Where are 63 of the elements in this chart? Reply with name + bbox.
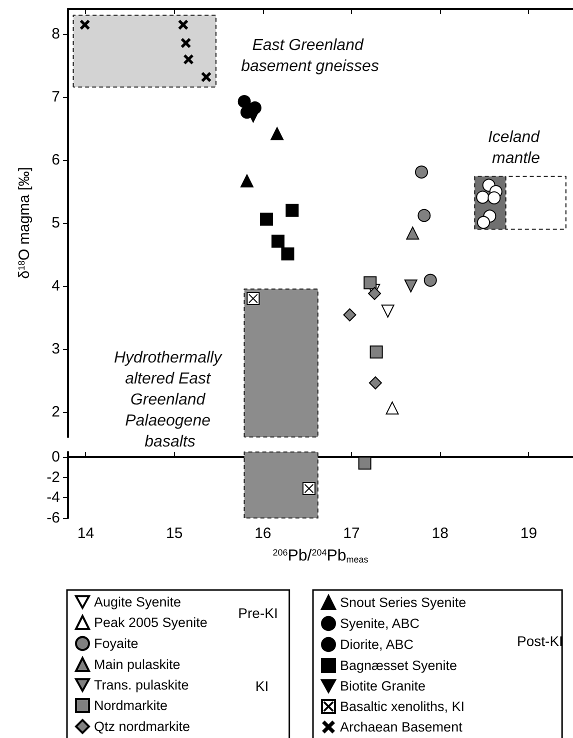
point <box>370 346 383 359</box>
point <box>364 276 377 290</box>
point <box>246 292 260 306</box>
point <box>404 279 418 292</box>
point <box>281 247 294 260</box>
point <box>406 226 420 240</box>
y-tick-label: -6 <box>46 510 60 526</box>
x-tick-label: 19 <box>520 525 538 542</box>
legend-label: Nordmarkite <box>94 698 168 713</box>
point <box>368 376 382 390</box>
point <box>180 38 191 48</box>
y-tick-label: 0 <box>52 448 60 466</box>
text: Pre-KI <box>238 605 278 621</box>
y-tick-label: 8 <box>52 26 60 43</box>
point <box>477 216 490 229</box>
point <box>343 308 356 322</box>
point <box>260 212 273 226</box>
x-tick-label: 17 <box>343 525 360 542</box>
annotation: Iceland mantle <box>488 129 544 167</box>
y-tick-label: 5 <box>52 214 60 232</box>
legend-label: Snout Series Syenite <box>340 595 466 610</box>
x-tick-label: 15 <box>166 525 183 542</box>
legend-label: Augite Syenite <box>94 594 182 610</box>
legend-label: Trans. pulaskite <box>94 678 189 692</box>
point <box>201 72 212 82</box>
legend-label: Diorite, ABC <box>340 637 414 652</box>
point <box>368 286 382 300</box>
annotation: Hydrothermally altered East Greenland Palaeogene basalts <box>114 350 226 450</box>
legend-label: Main pulaskite <box>94 657 180 672</box>
y-tick-label: 4 <box>52 277 60 294</box>
point <box>183 54 194 64</box>
point <box>178 20 188 30</box>
y-axis-title: δ18O magma [‰] <box>16 167 33 279</box>
legend-label: Syenite, ABC <box>340 616 420 631</box>
point <box>271 234 284 248</box>
y-tick-label: -4 <box>46 489 60 506</box>
legend-label: Archaean Basement <box>340 720 463 734</box>
legend-label: Biotite Granite <box>340 678 426 694</box>
legend-label: Bagnæsset Syenite <box>340 658 458 673</box>
point <box>286 204 299 217</box>
point <box>476 190 490 204</box>
text: KI <box>255 678 269 694</box>
y-tick-label: 3 <box>52 340 60 358</box>
point <box>240 174 254 188</box>
x-tick-label: 14 <box>77 525 94 542</box>
annotation: East Greenland basement gneisses <box>241 37 379 75</box>
text: Post-KI <box>517 633 563 649</box>
point <box>80 20 90 30</box>
y-tick-label: 6 <box>52 152 60 169</box>
y-tick-label: 7 <box>52 88 60 106</box>
x-tick-label: 18 <box>432 525 448 542</box>
point <box>270 127 284 140</box>
x-tick-label: 16 <box>254 525 272 542</box>
point <box>418 208 431 222</box>
point <box>424 274 437 287</box>
y-tick-label: 2 <box>52 403 60 420</box>
point <box>238 95 251 108</box>
legend-label: Qtz nordmarkite <box>94 719 190 734</box>
y-tick-label: -2 <box>46 468 60 486</box>
legend-label: Basaltic xenoliths, KI <box>340 699 465 714</box>
legend-label: Foyaite <box>94 636 138 651</box>
point <box>415 166 428 179</box>
legend-label: Peak 2005 Syenite <box>94 615 208 630</box>
